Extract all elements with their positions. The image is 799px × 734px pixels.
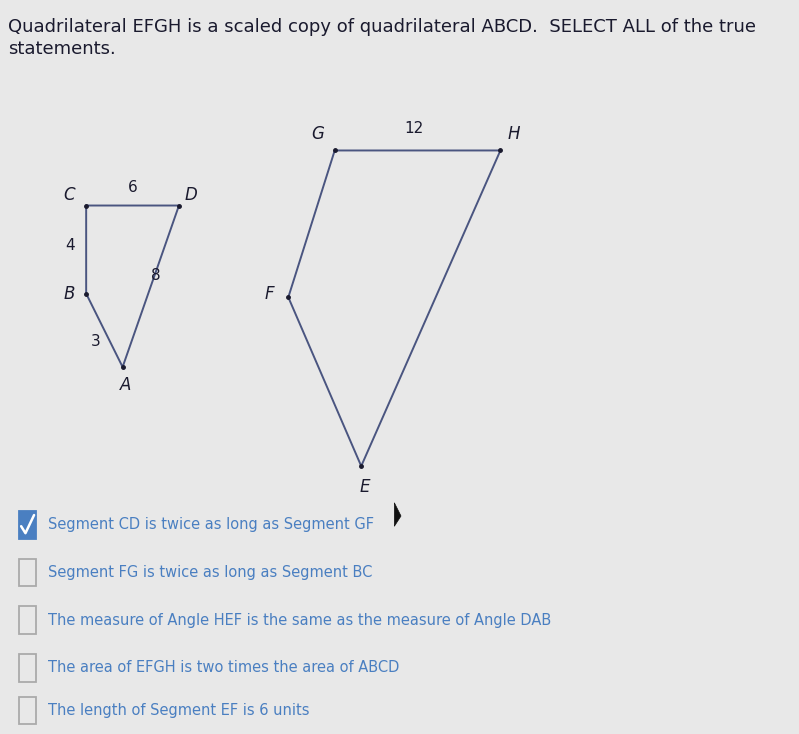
Text: 6: 6: [128, 180, 137, 195]
Text: 3: 3: [91, 334, 101, 349]
Text: B: B: [64, 285, 75, 302]
FancyBboxPatch shape: [18, 511, 36, 539]
Text: The measure of Angle HEF is the same as the measure of Angle DAB: The measure of Angle HEF is the same as …: [48, 613, 551, 628]
Text: Segment CD is twice as long as Segment GF: Segment CD is twice as long as Segment G…: [48, 517, 374, 532]
Text: 4: 4: [65, 239, 74, 253]
Text: The length of Segment EF is 6 units: The length of Segment EF is 6 units: [48, 703, 309, 718]
Text: E: E: [360, 478, 370, 495]
Text: The area of EFGH is two times the area of ABCD: The area of EFGH is two times the area o…: [48, 661, 399, 675]
Text: A: A: [120, 377, 132, 394]
Text: 12: 12: [404, 121, 424, 136]
Polygon shape: [395, 503, 401, 526]
Text: F: F: [265, 285, 275, 302]
Text: G: G: [312, 126, 324, 143]
Text: C: C: [64, 186, 75, 203]
Text: statements.: statements.: [8, 40, 116, 59]
FancyBboxPatch shape: [18, 606, 36, 634]
Text: D: D: [185, 186, 197, 203]
Text: 8: 8: [151, 268, 161, 283]
Text: Segment FG is twice as long as Segment BC: Segment FG is twice as long as Segment B…: [48, 565, 372, 580]
FancyBboxPatch shape: [18, 654, 36, 682]
FancyBboxPatch shape: [18, 559, 36, 586]
FancyBboxPatch shape: [18, 697, 36, 724]
Text: Quadrilateral EFGH is a scaled copy of quadrilateral ABCD.  SELECT ALL of the tr: Quadrilateral EFGH is a scaled copy of q…: [8, 18, 756, 37]
Text: H: H: [507, 126, 520, 143]
